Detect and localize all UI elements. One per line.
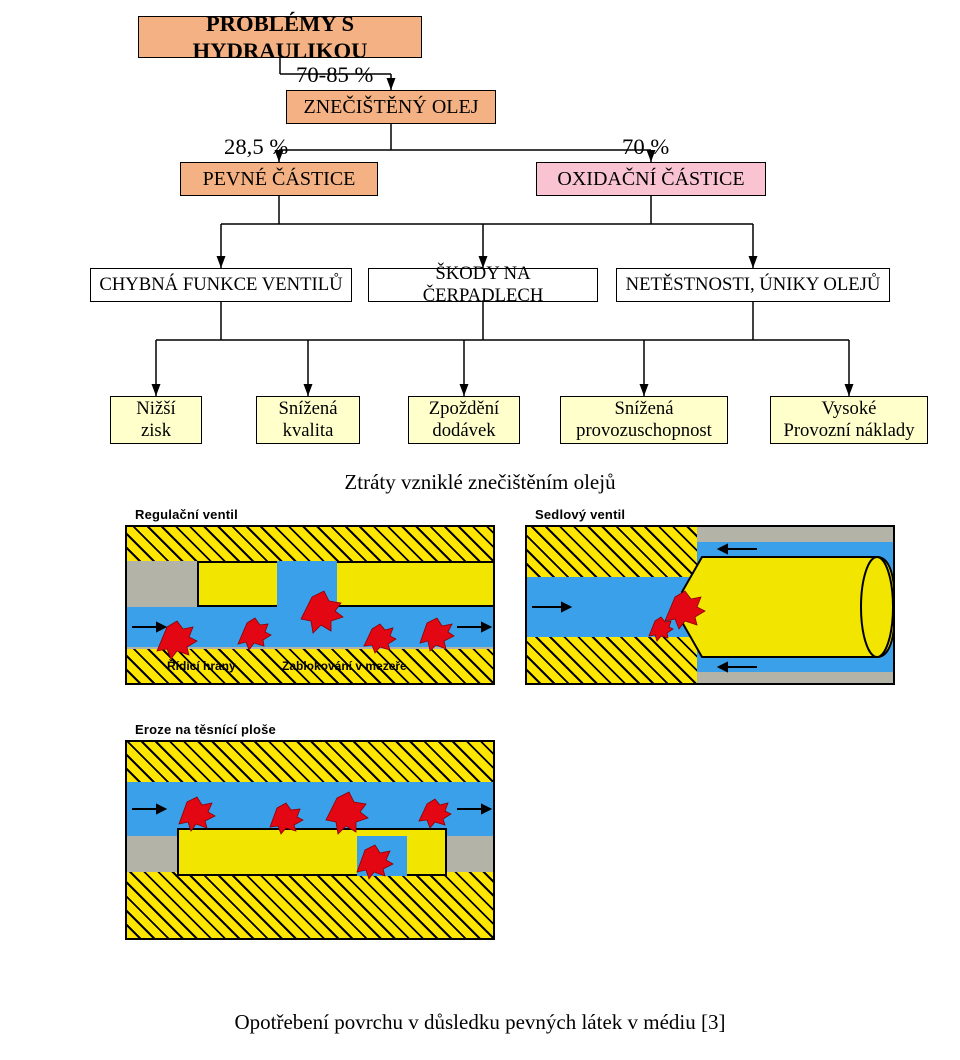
leaf-provoz-l2: provozuschopnost (576, 420, 712, 442)
fig-regulacni-title: Regulační ventil (135, 507, 238, 522)
leaf-zisk-l1: Nižší (136, 398, 175, 420)
leaf-kvalita: Snížená kvalita (256, 396, 360, 444)
box-valves-text: CHYBNÁ FUNKCE VENTILŮ (99, 274, 342, 296)
box-oxid-text: OXIDAČNÍ ČÁSTICE (557, 167, 744, 191)
fig-eroze-title: Eroze na těsnící ploše (135, 722, 276, 737)
box-valves: CHYBNÁ FUNKCE VENTILŮ (90, 268, 352, 302)
box-solid: PEVNÉ ČÁSTICE (180, 162, 378, 196)
leaf-kvalita-l2: kvalita (283, 420, 334, 442)
box-oxid: OXIDAČNÍ ČÁSTICE (536, 162, 766, 196)
leaf-dodavek: Zpoždění dodávek (408, 396, 520, 444)
fig3-particles (127, 742, 495, 940)
leaf-provoz-l1: Snížená (614, 398, 673, 420)
fig-eroze (125, 740, 495, 940)
fig-sedlovy-title: Sedlový ventil (535, 507, 625, 522)
bottom-caption: Opotřebení povrchu v důsledku pevných lá… (0, 1010, 960, 1035)
box-root: PROBLÉMY S HYDRAULIKOU (138, 16, 422, 58)
leaf-kvalita-l1: Snížená (278, 398, 337, 420)
leaf-naklady-l2: Provozní náklady (783, 420, 914, 442)
box-solid-text: PEVNÉ ČÁSTICE (203, 167, 356, 191)
box-pumps-text: ŠKODY NA ČERPADLECH (377, 263, 589, 308)
leaf-zisk-l2: zisk (141, 420, 171, 442)
fig1-label-hrany: Řídící hrany (167, 659, 236, 673)
pct-285: 28,5 % (224, 134, 288, 160)
fig-sedlovy (525, 525, 895, 685)
fig1-label-zablok: Zablokování v mezeře (282, 659, 407, 673)
box-oil: ZNEČIŠTĚNÝ OLEJ (286, 90, 496, 124)
fig2-body (527, 527, 895, 685)
leaf-dodavek-l2: dodávek (432, 420, 495, 442)
pct-7085: 70-85 % (296, 62, 373, 88)
leaf-naklady-l1: Vysoké (822, 398, 877, 420)
page-root: PROBLÉMY S HYDRAULIKOU 70-85 % ZNEČIŠTĚN… (0, 0, 960, 1060)
box-seal: NETĚSTNOSTI, ÚNIKY OLEJŮ (616, 268, 890, 302)
mid-caption: Ztráty vzniklé znečištěním olejů (0, 470, 960, 495)
pct-70: 70 % (622, 134, 669, 160)
box-oil-text: ZNEČIŠTĚNÝ OLEJ (304, 95, 479, 119)
leaf-provoz: Snížená provozuschopnost (560, 396, 728, 444)
leaf-naklady: Vysoké Provozní náklady (770, 396, 928, 444)
leaf-dodavek-l1: Zpoždění (429, 398, 499, 420)
box-pumps: ŠKODY NA ČERPADLECH (368, 268, 598, 302)
leaf-zisk: Nižší zisk (110, 396, 202, 444)
box-root-text: PROBLÉMY S HYDRAULIKOU (147, 10, 413, 64)
box-seal-text: NETĚSTNOSTI, ÚNIKY OLEJŮ (626, 274, 881, 296)
fig-regulacni: Řídící hrany Zablokování v mezeře (125, 525, 495, 685)
